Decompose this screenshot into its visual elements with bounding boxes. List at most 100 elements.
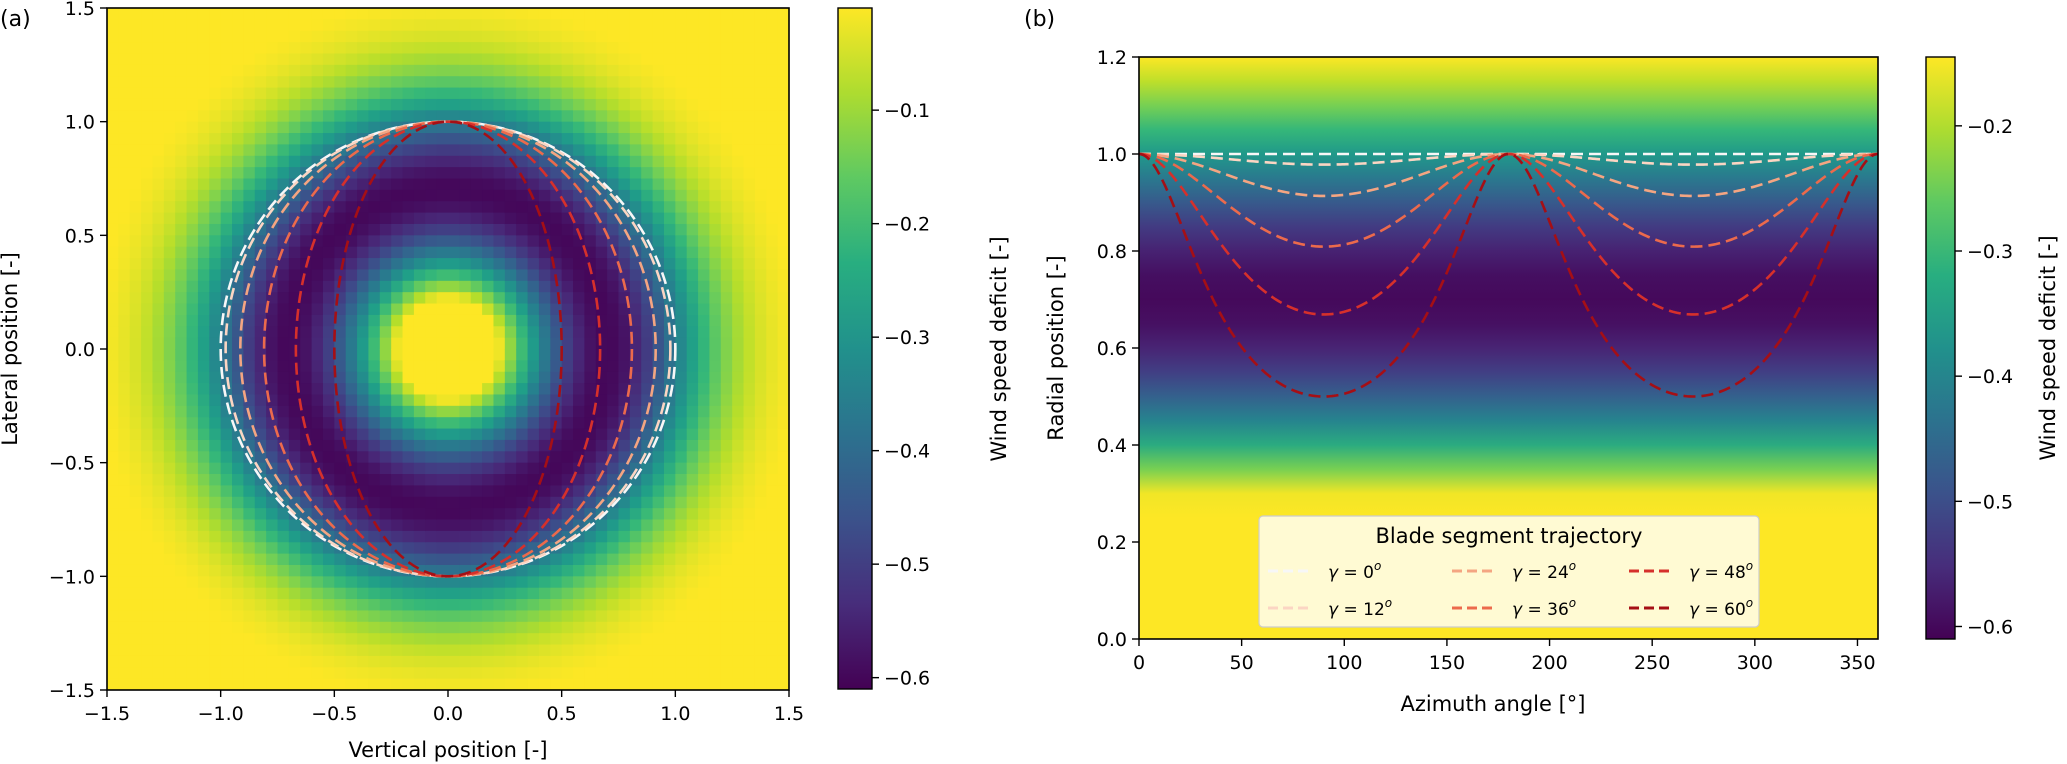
heatmap-cell bbox=[357, 485, 370, 498]
heatmap-cell bbox=[197, 417, 210, 430]
heatmap-cell bbox=[141, 519, 154, 532]
heatmap-cell bbox=[288, 610, 301, 623]
heatmap-cell bbox=[322, 98, 335, 111]
heatmap-cell bbox=[663, 110, 676, 123]
heatmap-cell bbox=[504, 439, 517, 452]
x-tick-label: 1.0 bbox=[660, 703, 690, 725]
heatmap-cell bbox=[197, 667, 210, 680]
heatmap-cell bbox=[641, 189, 654, 202]
heatmap-cell bbox=[448, 87, 460, 100]
heatmap-cell bbox=[482, 269, 495, 282]
heatmap-cell bbox=[357, 53, 370, 66]
heatmap-cell bbox=[209, 405, 222, 418]
heatmap-cell bbox=[698, 621, 711, 634]
heatmap-cell bbox=[209, 326, 222, 339]
heatmap-cell bbox=[232, 189, 244, 202]
heatmap-cell bbox=[448, 258, 460, 271]
heatmap-cell bbox=[641, 212, 654, 225]
heatmap-cell bbox=[322, 155, 335, 168]
panel-a-x-ticks: −1.5 −1.0 −0.5 0.0 0.5 1.0 1.5 bbox=[84, 690, 804, 725]
heatmap-cell bbox=[322, 303, 335, 316]
heatmap-cell bbox=[413, 667, 426, 680]
heatmap-cell bbox=[311, 439, 324, 452]
heatmap-cell bbox=[311, 201, 324, 214]
heatmap-cell bbox=[709, 178, 722, 191]
heatmap-cell bbox=[232, 42, 244, 55]
heatmap-cell bbox=[561, 474, 574, 486]
heatmap-cell bbox=[334, 496, 347, 509]
heatmap-cell bbox=[720, 633, 733, 646]
heatmap-cell bbox=[470, 155, 483, 168]
heatmap-cell bbox=[493, 30, 506, 43]
heatmap-cell bbox=[413, 326, 426, 339]
heatmap-cell bbox=[538, 235, 551, 248]
heatmap-cell bbox=[413, 530, 426, 543]
panel-a-trajectories bbox=[219, 120, 677, 578]
heatmap-cell bbox=[379, 496, 392, 509]
heatmap-cell bbox=[254, 121, 267, 134]
heatmap-cell bbox=[311, 383, 324, 396]
heatmap-cell bbox=[425, 269, 438, 282]
heatmap-cell bbox=[686, 64, 699, 77]
heatmap-cell bbox=[107, 326, 119, 339]
heatmap-cell bbox=[368, 405, 381, 418]
heatmap-cell bbox=[777, 212, 789, 225]
heatmap-cell bbox=[607, 235, 620, 248]
heatmap-cell bbox=[448, 462, 460, 475]
heatmap-cell bbox=[118, 644, 131, 657]
heatmap-cell bbox=[391, 189, 404, 202]
heatmap-cell bbox=[573, 223, 585, 236]
heatmap-cell bbox=[698, 610, 711, 623]
heatmap-cell bbox=[107, 337, 119, 350]
heatmap-cell bbox=[163, 485, 176, 498]
heatmap-cell bbox=[595, 326, 608, 339]
heatmap-cell bbox=[402, 383, 415, 396]
panel-b-colorbar bbox=[1925, 56, 1956, 640]
heatmap-cell bbox=[118, 383, 131, 396]
heatmap-cell bbox=[720, 678, 733, 690]
heatmap-cell bbox=[538, 178, 551, 191]
heatmap-cell bbox=[516, 667, 529, 680]
heatmap-cell bbox=[550, 8, 563, 20]
heatmap-cell bbox=[118, 8, 131, 20]
heatmap-cell bbox=[743, 405, 756, 418]
heatmap-cell bbox=[459, 303, 472, 316]
heatmap-cell bbox=[311, 519, 324, 532]
heatmap-cell bbox=[675, 349, 688, 361]
heatmap-cell bbox=[686, 451, 699, 464]
heatmap-cell bbox=[277, 530, 290, 543]
heatmap-cell bbox=[334, 519, 347, 532]
heatmap-cell bbox=[698, 76, 711, 89]
heatmap-cell bbox=[709, 326, 722, 339]
heatmap-cell bbox=[686, 587, 699, 600]
heatmap-cell bbox=[663, 360, 676, 373]
heatmap-cell bbox=[607, 337, 620, 350]
heatmap-cell bbox=[470, 19, 483, 32]
heatmap-cell bbox=[527, 53, 540, 66]
heatmap-cell bbox=[754, 223, 767, 236]
heatmap-cell bbox=[777, 235, 789, 248]
heatmap-cell bbox=[698, 599, 711, 612]
heatmap-cell bbox=[368, 349, 381, 361]
heatmap-cell bbox=[709, 542, 722, 555]
heatmap-cell bbox=[493, 360, 506, 373]
heatmap-cell bbox=[425, 144, 438, 157]
heatmap-cell bbox=[322, 258, 335, 271]
heatmap-cell bbox=[311, 371, 324, 384]
heatmap-cell bbox=[311, 530, 324, 543]
heatmap-cell bbox=[186, 542, 199, 555]
heatmap-cell bbox=[607, 508, 620, 521]
heatmap-cell bbox=[595, 542, 608, 555]
heatmap-cell bbox=[254, 314, 267, 327]
heatmap-cell bbox=[311, 269, 324, 282]
heatmap-cell bbox=[448, 587, 460, 600]
legend-item: γ = 0o bbox=[1268, 559, 1381, 583]
heatmap-cell bbox=[561, 314, 574, 327]
heatmap-cell bbox=[197, 246, 210, 259]
heatmap-cell bbox=[516, 644, 529, 657]
heatmap-cell bbox=[266, 428, 279, 441]
heatmap-cell bbox=[243, 42, 256, 55]
heatmap-cell bbox=[675, 439, 688, 452]
heatmap-cell bbox=[425, 360, 438, 373]
heatmap-cell bbox=[618, 576, 631, 589]
